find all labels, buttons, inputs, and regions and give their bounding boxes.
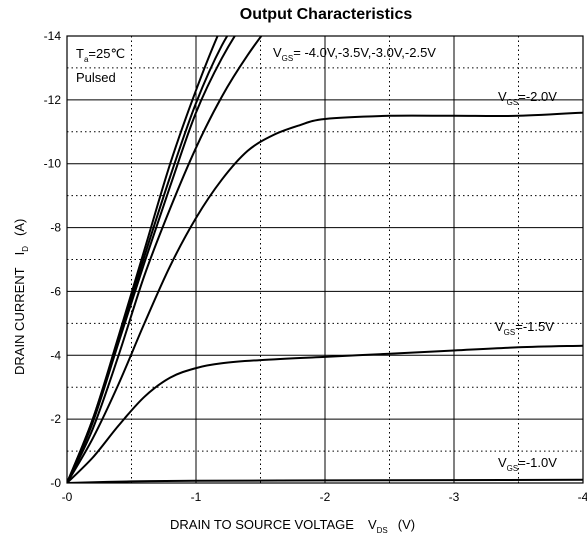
x-tick-label: -3 <box>449 490 460 504</box>
y-tick-label: -6 <box>50 284 61 298</box>
x-axis-label: DRAIN TO SOURCE VOLTAGE VDS (V) <box>170 517 415 535</box>
x-tick-label: -1 <box>191 490 202 504</box>
chart-title: Output Characteristics <box>240 6 413 23</box>
y-tick-label: -12 <box>44 93 62 107</box>
temp-symbol: T <box>76 46 84 61</box>
y-tick-label: -8 <box>50 221 61 235</box>
y-tick-label: -10 <box>44 157 62 171</box>
y-tick-label: -2 <box>50 412 61 426</box>
temperature-condition: Ta=25℃ <box>76 46 125 64</box>
pulsed-condition: Pulsed <box>76 70 116 85</box>
y-tick-label: -4 <box>50 348 61 362</box>
label-vgs-1-5v: VGS=-1.5V <box>495 319 554 337</box>
label-vgs-high: VGS= -4.0V,-3.5V,-3.0V,-2.5V <box>273 45 436 63</box>
x-tick-label: -2 <box>320 490 331 504</box>
label-vgs-1v: VGS=-1.0V <box>498 455 557 473</box>
x-tick-label: -0 <box>62 490 73 504</box>
x-tick-label: -4 <box>578 490 587 504</box>
label-vgs-2v: VGS=-2.0V <box>498 89 557 107</box>
y-tick-label: -14 <box>44 29 62 43</box>
y-axis-label: DRAIN CURRENTID(A) <box>12 219 30 375</box>
temp-value: =25℃ <box>88 46 125 61</box>
y-tick-label: -0 <box>50 476 61 490</box>
